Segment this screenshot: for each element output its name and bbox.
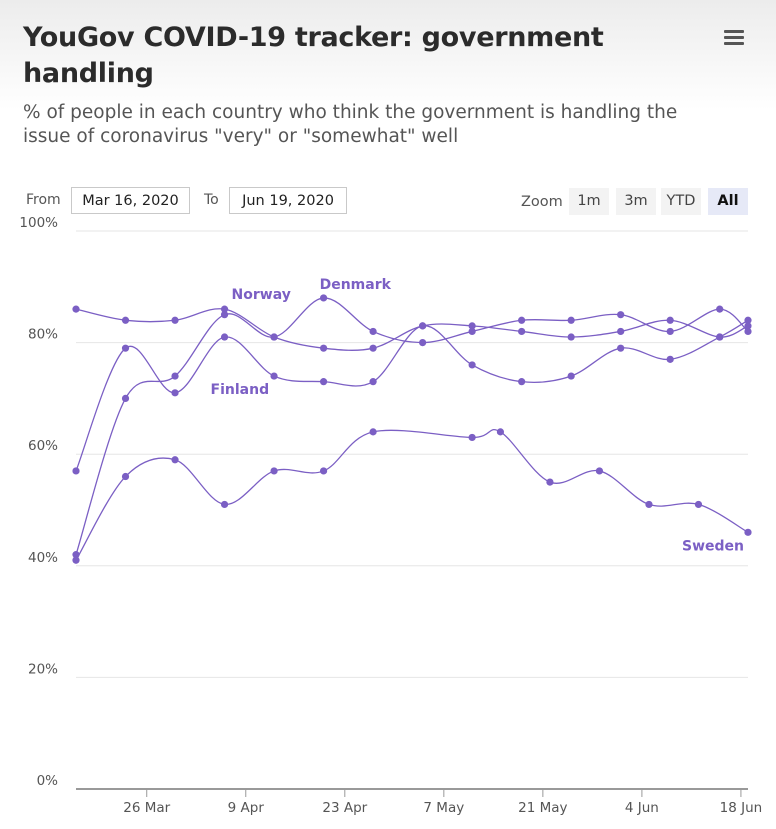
data-point-norway bbox=[468, 322, 476, 330]
data-point-sweden bbox=[369, 428, 377, 436]
y-tick-label: 20% bbox=[28, 661, 58, 677]
zoom-button-ytd[interactable]: YTD bbox=[661, 188, 701, 215]
data-point-finland bbox=[617, 344, 625, 352]
y-tick-label: 80% bbox=[28, 327, 58, 343]
data-point-finland bbox=[319, 378, 328, 386]
data-point-sweden bbox=[645, 500, 653, 509]
data-point-denmark bbox=[121, 394, 130, 402]
zoom-button-1m[interactable]: 1m bbox=[569, 188, 609, 215]
x-tick-label: 23 Apr bbox=[322, 800, 367, 816]
x-tick-label: 21 May bbox=[518, 800, 567, 816]
data-point-norway bbox=[744, 322, 752, 330]
range-from-label: From bbox=[26, 192, 61, 208]
data-point-sweden bbox=[319, 467, 328, 475]
data-point-denmark bbox=[270, 333, 278, 341]
y-tick-label: 100% bbox=[19, 215, 58, 231]
data-point-denmark bbox=[567, 316, 575, 324]
data-point-norway bbox=[369, 344, 377, 352]
data-point-sweden bbox=[121, 472, 130, 481]
zoom-button-all[interactable]: All bbox=[708, 188, 748, 215]
data-point-norway bbox=[567, 333, 575, 341]
data-point-denmark bbox=[220, 311, 229, 319]
data-point-norway bbox=[72, 305, 80, 313]
data-point-finland bbox=[419, 322, 427, 330]
data-point-sweden bbox=[72, 556, 80, 564]
data-point-denmark bbox=[744, 327, 752, 336]
data-point-sweden bbox=[595, 467, 604, 475]
data-point-denmark bbox=[468, 327, 476, 336]
data-point-finland bbox=[518, 378, 526, 386]
zoom-button-3m[interactable]: 3m bbox=[616, 188, 656, 215]
menu-bar bbox=[724, 36, 744, 39]
data-point-sweden bbox=[171, 456, 179, 464]
x-tick-label: 26 Mar bbox=[123, 800, 170, 816]
x-tick-label: 7 May bbox=[423, 800, 464, 816]
series-label-finland: Finland bbox=[211, 382, 270, 398]
range-from-input[interactable]: Mar 16, 2020 bbox=[71, 187, 190, 214]
data-point-norway bbox=[121, 316, 130, 324]
y-tick-label: 60% bbox=[28, 438, 58, 454]
data-point-norway bbox=[220, 305, 229, 313]
series-line-sweden bbox=[75, 428, 749, 561]
menu-bar bbox=[724, 42, 744, 45]
series-line-norway bbox=[75, 308, 749, 351]
data-point-denmark bbox=[369, 327, 377, 336]
series-line-denmark bbox=[75, 297, 749, 555]
x-tick-label: 4 Jun bbox=[625, 800, 659, 816]
y-tick-label: 40% bbox=[28, 550, 58, 566]
x-tick-label: 18 Jun bbox=[720, 800, 763, 816]
data-point-denmark bbox=[617, 311, 625, 319]
hamburger-menu-icon[interactable] bbox=[718, 24, 750, 52]
zoom-label: Zoom bbox=[521, 194, 563, 210]
data-point-finland bbox=[220, 333, 229, 341]
data-point-sweden bbox=[270, 467, 278, 475]
data-point-norway bbox=[518, 327, 526, 336]
data-point-finland bbox=[171, 389, 179, 397]
data-point-sweden bbox=[496, 428, 505, 436]
data-point-sweden bbox=[220, 500, 229, 509]
chart-title: YouGov COVID-19 tracker: government hand… bbox=[23, 22, 604, 89]
series-label-norway: Norway bbox=[232, 287, 291, 303]
data-point-finland bbox=[270, 372, 278, 380]
data-point-finland bbox=[716, 333, 724, 341]
data-point-denmark bbox=[419, 339, 427, 347]
data-point-finland bbox=[121, 344, 130, 352]
data-point-norway bbox=[319, 344, 328, 352]
data-point-finland bbox=[567, 372, 575, 380]
x-tick-label: 9 Apr bbox=[228, 800, 265, 816]
range-to-input[interactable]: Jun 19, 2020 bbox=[229, 187, 347, 214]
data-point-denmark bbox=[171, 372, 179, 380]
data-point-sweden bbox=[744, 528, 752, 536]
data-point-sweden bbox=[694, 500, 703, 509]
data-point-norway bbox=[171, 316, 179, 324]
data-point-norway bbox=[666, 316, 674, 324]
data-point-denmark bbox=[666, 327, 674, 336]
data-point-finland bbox=[72, 467, 80, 475]
menu-bar bbox=[724, 30, 744, 33]
data-point-denmark bbox=[518, 316, 526, 324]
data-point-finland bbox=[744, 316, 752, 324]
data-point-finland bbox=[468, 361, 476, 369]
chart-subtitle: % of people in each country who think th… bbox=[23, 102, 678, 147]
data-point-denmark bbox=[319, 294, 328, 302]
data-point-sweden bbox=[546, 478, 554, 486]
data-point-denmark bbox=[716, 305, 724, 313]
data-point-finland bbox=[666, 355, 674, 363]
y-tick-label: 0% bbox=[37, 773, 59, 789]
header-background bbox=[0, 0, 776, 110]
data-point-finland bbox=[369, 378, 377, 386]
range-to-label: To bbox=[204, 192, 219, 208]
data-point-sweden bbox=[468, 433, 476, 442]
data-point-norway bbox=[617, 327, 625, 336]
series-label-denmark: Denmark bbox=[320, 277, 392, 293]
series-label-sweden: Sweden bbox=[682, 538, 744, 554]
